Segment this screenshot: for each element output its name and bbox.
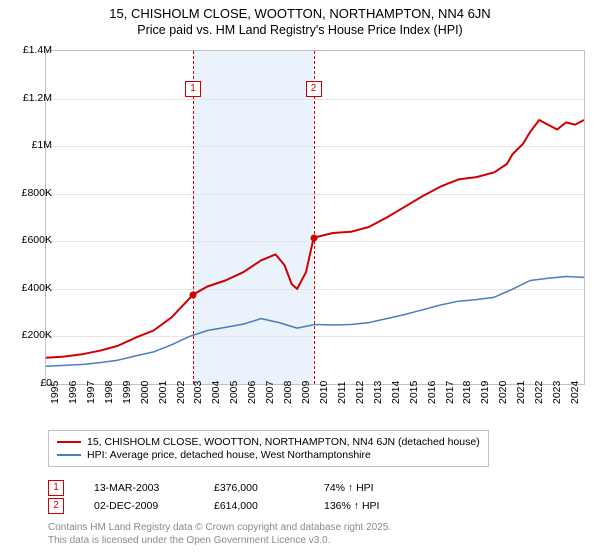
x-tick-label: 2001 <box>157 381 169 404</box>
legend-row: HPI: Average price, detached house, West… <box>57 449 480 461</box>
series-line-hpi <box>46 277 584 367</box>
attribution-line: This data is licensed under the Open Gov… <box>48 535 391 548</box>
x-tick-label: 2014 <box>390 381 402 404</box>
sale-row: 1 13-MAR-2003 £376,000 74% ↑ HPI <box>48 480 424 496</box>
legend: 15, CHISHOLM CLOSE, WOOTTON, NORTHAMPTON… <box>48 430 489 467</box>
sale-date: 13-MAR-2003 <box>94 482 184 494</box>
y-tick-label: £600K <box>12 234 52 246</box>
sale-dot <box>190 291 197 298</box>
x-tick-label: 2023 <box>551 381 563 404</box>
x-tick-label: 2000 <box>139 381 151 404</box>
y-tick-label: £1.4M <box>12 44 52 56</box>
sale-marker-icon: 1 <box>48 480 64 496</box>
y-tick-label: £800K <box>12 187 52 199</box>
x-tick-label: 2005 <box>228 381 240 404</box>
x-tick-label: 2020 <box>497 381 509 404</box>
sale-date: 02-DEC-2009 <box>94 500 184 512</box>
y-tick-label: £1.2M <box>12 92 52 104</box>
legend-swatch <box>57 441 81 443</box>
x-tick-label: 2007 <box>264 381 276 404</box>
chart-title-block: 15, CHISHOLM CLOSE, WOOTTON, NORTHAMPTON… <box>0 0 600 37</box>
x-tick-label: 1999 <box>121 381 133 404</box>
sale-marker-box: 2 <box>306 81 322 97</box>
x-tick-label: 2002 <box>175 381 187 404</box>
sale-hpi-pct: 74% ↑ HPI <box>324 482 424 494</box>
attribution-line: Contains HM Land Registry data © Crown c… <box>48 522 391 535</box>
legend-label: HPI: Average price, detached house, West… <box>87 449 371 461</box>
chart-container: 15, CHISHOLM CLOSE, WOOTTON, NORTHAMPTON… <box>0 0 600 560</box>
x-tick-label: 2010 <box>318 381 330 404</box>
sale-price: £376,000 <box>214 482 294 494</box>
chart-lines-svg <box>46 51 584 384</box>
x-tick-label: 2008 <box>282 381 294 404</box>
legend-row: 15, CHISHOLM CLOSE, WOOTTON, NORTHAMPTON… <box>57 436 480 448</box>
x-tick-label: 1997 <box>85 381 97 404</box>
x-tick-label: 2021 <box>515 381 527 404</box>
sale-dot <box>310 234 317 241</box>
chart-title-line1: 15, CHISHOLM CLOSE, WOOTTON, NORTHAMPTON… <box>0 6 600 21</box>
x-tick-label: 2022 <box>533 381 545 404</box>
sale-row: 2 02-DEC-2009 £614,000 136% ↑ HPI <box>48 498 424 514</box>
y-tick-label: £200K <box>12 329 52 341</box>
x-tick-label: 2017 <box>444 381 456 404</box>
x-tick-label: 2018 <box>461 381 473 404</box>
y-tick-label: £400K <box>12 282 52 294</box>
x-tick-label: 2004 <box>210 381 222 404</box>
x-tick-label: 2019 <box>479 381 491 404</box>
x-tick-label: 1996 <box>67 381 79 404</box>
sale-marker-line <box>193 51 194 384</box>
x-tick-label: 2012 <box>354 381 366 404</box>
x-tick-label: 1998 <box>103 381 115 404</box>
x-tick-label: 2011 <box>336 381 348 404</box>
plot-area: 12 <box>45 50 585 385</box>
x-tick-label: 2003 <box>192 381 204 404</box>
attribution: Contains HM Land Registry data © Crown c… <box>48 522 391 547</box>
x-tick-label: 2016 <box>426 381 438 404</box>
sale-marker-icon: 2 <box>48 498 64 514</box>
sales-table: 1 13-MAR-2003 £376,000 74% ↑ HPI 2 02-DE… <box>48 478 424 516</box>
y-tick-label: £1M <box>12 139 52 151</box>
x-tick-label: 2006 <box>246 381 258 404</box>
sale-marker-box: 1 <box>185 81 201 97</box>
sale-price: £614,000 <box>214 500 294 512</box>
sale-marker-line <box>314 51 315 384</box>
x-tick-label: 2015 <box>408 381 420 404</box>
y-tick-label: £0 <box>12 377 52 389</box>
sale-hpi-pct: 136% ↑ HPI <box>324 500 424 512</box>
legend-swatch <box>57 454 81 456</box>
x-tick-label: 2009 <box>300 381 312 404</box>
legend-label: 15, CHISHOLM CLOSE, WOOTTON, NORTHAMPTON… <box>87 436 480 448</box>
x-tick-label: 1995 <box>49 381 61 404</box>
chart-title-line2: Price paid vs. HM Land Registry's House … <box>0 23 600 37</box>
x-tick-label: 2013 <box>372 381 384 404</box>
x-tick-label: 2024 <box>569 381 581 404</box>
